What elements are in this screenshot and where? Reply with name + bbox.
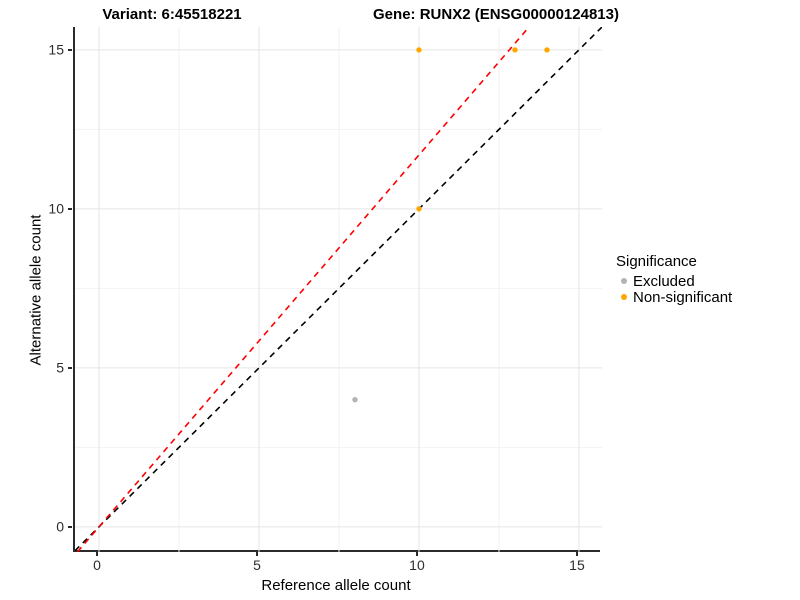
x-tick-label: 5	[253, 557, 261, 573]
data-point-non-significant	[416, 206, 422, 212]
legend-item-label: Excluded	[633, 272, 695, 290]
non-significant-dot-icon	[621, 294, 627, 300]
legend: Significance Excluded Non-significant	[616, 253, 800, 306]
data-point-excluded	[352, 396, 358, 403]
x-tick-mark	[415, 552, 418, 556]
legend-item-non-significant: Non-significant	[616, 288, 800, 306]
legend-title: Significance	[616, 253, 697, 270]
plot-title-variant: Variant: 6:45518221	[102, 6, 242, 23]
scatter-plot	[75, 27, 602, 552]
y-tick-label: 10	[48, 200, 64, 217]
identity-line	[75, 27, 602, 552]
data-point-non-significant	[512, 47, 518, 53]
x-tick-label: 15	[569, 557, 585, 573]
x-tick-label: 0	[93, 557, 101, 573]
plot-panel	[73, 27, 602, 552]
expected-ratio-line	[76, 27, 530, 552]
y-tick-mark	[68, 207, 72, 210]
x-tick-label: 10	[409, 557, 425, 573]
data-point-non-significant	[416, 47, 422, 53]
x-axis-title: Reference allele count	[261, 577, 411, 594]
y-tick-mark	[68, 525, 72, 528]
excluded-dot-icon	[621, 278, 627, 284]
y-tick-mark	[68, 366, 72, 369]
data-point-non-significant	[544, 47, 550, 53]
legend-item-excluded: Excluded	[616, 272, 800, 290]
y-tick-label: 5	[56, 359, 64, 376]
legend-item-label: Non-significant	[633, 288, 733, 306]
plot-title-gene: Gene: RUNX2 (ENSG00000124813)	[373, 6, 619, 23]
y-tick-mark	[68, 48, 72, 51]
y-tick-label: 0	[56, 518, 64, 535]
y-axis-title: Alternative allele count	[27, 214, 45, 366]
x-tick-mark	[575, 552, 578, 556]
y-tick-label: 15	[48, 41, 64, 58]
x-tick-mark	[95, 552, 98, 556]
x-tick-mark	[255, 552, 258, 556]
